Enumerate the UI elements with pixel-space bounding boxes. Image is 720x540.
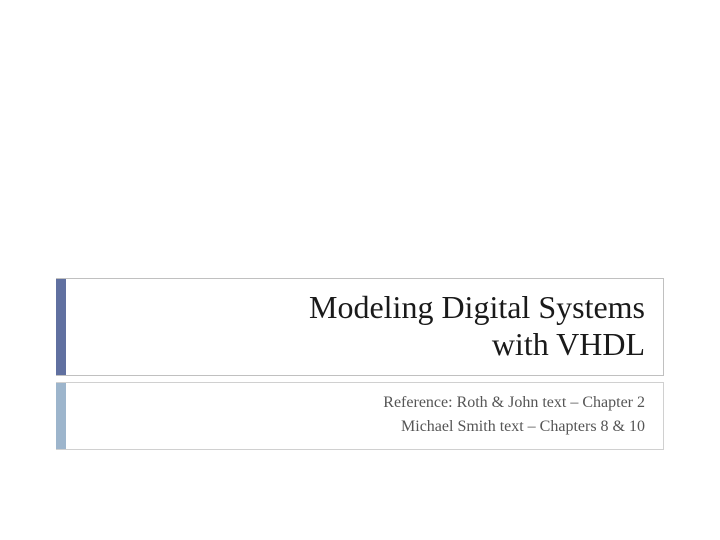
title-line-2: with VHDL	[492, 326, 645, 362]
subtitle-text: Reference: Roth & John text – Chapter 2 …	[66, 383, 663, 449]
subtitle-accent-bar	[56, 383, 66, 449]
title-box: Modeling Digital Systems with VHDL	[56, 278, 664, 376]
slide-content: Modeling Digital Systems with VHDL Refer…	[56, 278, 664, 450]
subtitle-box: Reference: Roth & John text – Chapter 2 …	[56, 382, 664, 450]
title-line-1: Modeling Digital Systems	[309, 289, 645, 325]
subtitle-line-1: Reference: Roth & John text – Chapter 2	[84, 391, 645, 415]
title-accent-bar	[56, 279, 66, 375]
subtitle-line-2: Michael Smith text – Chapters 8 & 10	[84, 415, 645, 439]
title-text: Modeling Digital Systems with VHDL	[66, 279, 663, 375]
